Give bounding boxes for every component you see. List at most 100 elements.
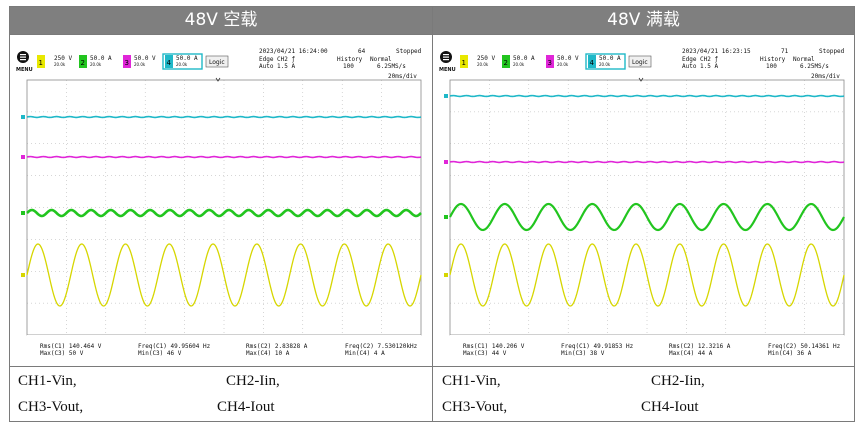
comparison-table: 48V 空载 48V 满载 MENU 1 250 V 20.0k 2 50.0 … xyxy=(9,6,855,422)
measurement-min-c3: Min(C3) 38 V xyxy=(561,350,605,357)
measurement-freq-c2: Freq(C2) 50.14361 Hz xyxy=(768,343,841,350)
measurement-bar xyxy=(27,335,421,365)
measurement-rms-c2: Rms(C2) 12.3216 A xyxy=(669,343,731,350)
measurement-rms-c2: Rms(C2) 2.83828 A xyxy=(246,343,308,350)
caption-ch3-right: CH3-Vout, xyxy=(442,399,508,415)
menu-button[interactable]: MENU xyxy=(439,51,456,73)
scope-datetime: 2023/04/21 16:24:00 xyxy=(259,48,328,55)
logic-button[interactable]: Logic xyxy=(628,55,652,68)
caption-divider xyxy=(10,366,854,367)
svg-text:1: 1 xyxy=(39,59,43,67)
svg-text:50.0 A: 50.0 A xyxy=(599,55,621,62)
timebase: 20ms/div xyxy=(388,73,417,80)
caption-ch1-left: CH1-Vin, xyxy=(18,373,77,389)
svg-text:2: 2 xyxy=(81,59,85,67)
svg-text:20.0k: 20.0k xyxy=(477,62,489,67)
caption-ch4-right: CH4-Iout xyxy=(641,399,699,415)
timebase: 20ms/div xyxy=(811,73,840,80)
measurement-freq-c1: Freq(C1) 49.91853 Hz xyxy=(561,343,634,350)
svg-text:20.0k: 20.0k xyxy=(557,62,569,67)
ch4-badge[interactable]: 4 50.0 A 20.0k xyxy=(585,53,626,70)
measurement-min-c4: Min(C4) 4 A xyxy=(345,350,385,357)
sample-rate: 6.25MS/s xyxy=(800,63,829,70)
acquire-mode: Normal xyxy=(370,56,392,63)
measurement-max-c4: Max(C4) 10 A xyxy=(246,350,290,357)
svg-text:4: 4 xyxy=(167,59,172,67)
svg-text:Logic: Logic xyxy=(209,59,225,66)
svg-text:250 V: 250 V xyxy=(54,55,72,62)
svg-text:50.0 A: 50.0 A xyxy=(513,55,535,62)
svg-text:2: 2 xyxy=(504,59,508,67)
ch3-badge[interactable]: 3 50.0 V 20.0k xyxy=(546,55,579,68)
ch2-level-marker xyxy=(444,215,448,219)
trigger-level: Auto 1.5 A xyxy=(259,63,296,70)
panel-title-no-load: 48V 空载 xyxy=(10,7,432,34)
history-label[interactable]: History xyxy=(337,56,363,63)
run-status: Stopped xyxy=(819,48,845,55)
measurement-min-c3: Min(C3) 46 V xyxy=(138,350,182,357)
trigger-marker-icon xyxy=(215,77,221,82)
svg-text:MENU: MENU xyxy=(439,67,456,73)
svg-text:50.0 A: 50.0 A xyxy=(176,55,198,62)
trigger-setting: Edge CH2 ƒ xyxy=(259,56,296,63)
waveforms xyxy=(21,115,422,307)
svg-text:3: 3 xyxy=(125,59,129,67)
acquisition-count: 71 xyxy=(781,48,789,55)
trigger-marker-icon xyxy=(638,77,644,82)
history-label[interactable]: History xyxy=(760,56,786,63)
ch3-badge[interactable]: 3 50.0 V 20.0k xyxy=(123,55,156,68)
ch2-level-marker xyxy=(21,211,25,215)
ch4-level-marker xyxy=(444,94,448,98)
oscilloscope-screen-no-load: MENU 1 250 V 20.0k 2 50.0 A 20.0k 3 50.0… xyxy=(16,48,422,365)
ch2-badge[interactable]: 2 50.0 A 20.0k xyxy=(79,55,112,68)
measurement-max-c4: Max(C4) 44 A xyxy=(669,350,713,357)
ch3-level-marker xyxy=(21,155,25,159)
history-value: 100 xyxy=(343,63,354,70)
menu-button[interactable]: MENU xyxy=(16,51,33,73)
measurement-max-c3: Max(C3) 50 V xyxy=(40,350,84,357)
panel-title-full-load: 48V 满载 xyxy=(433,7,854,34)
trigger-setting: Edge CH2 ƒ xyxy=(682,56,719,63)
measurement-min-c4: Min(C4) 36 A xyxy=(768,350,812,357)
svg-text:1: 1 xyxy=(462,59,466,67)
caption-ch2-right: CH2-Iin, xyxy=(651,373,705,389)
trigger-level: Auto 1.5 A xyxy=(682,63,719,70)
svg-text:4: 4 xyxy=(590,59,595,67)
acquire-mode: Normal xyxy=(793,56,815,63)
header-divider xyxy=(10,34,854,35)
svg-text:50.0 V: 50.0 V xyxy=(557,55,579,62)
scope-panel-full-load: MENU 1 250 V 20.0k 2 50.0 A 20.0k 3 50.0… xyxy=(433,35,854,366)
svg-text:20.0k: 20.0k xyxy=(176,62,188,67)
caption-ch1-right: CH1-Vin, xyxy=(442,373,501,389)
acquisition-count: 64 xyxy=(358,48,366,55)
ch4-badge[interactable]: 4 50.0 A 20.0k xyxy=(162,53,203,70)
ch1-level-marker xyxy=(21,273,25,277)
logic-button[interactable]: Logic xyxy=(205,55,229,68)
measurement-rms-c1: Rms(C1) 140.464 V xyxy=(40,343,102,350)
ch2-badge[interactable]: 2 50.0 A 20.0k xyxy=(502,55,535,68)
ch4-waveform xyxy=(449,94,845,98)
ch4-waveform xyxy=(26,115,422,119)
waveforms xyxy=(444,94,845,307)
svg-text:3: 3 xyxy=(548,59,552,67)
ch1-badge[interactable]: 1 250 V 20.0k xyxy=(460,55,495,68)
svg-text:20.0k: 20.0k xyxy=(134,62,146,67)
ch3-waveform xyxy=(26,155,422,159)
column-divider xyxy=(432,7,433,421)
svg-text:50.0 A: 50.0 A xyxy=(90,55,112,62)
ch3-level-marker xyxy=(444,160,448,164)
caption-ch4-left: CH4-Iout xyxy=(217,399,275,415)
measurement-max-c3: Max(C3) 44 V xyxy=(463,350,507,357)
ch1-waveform xyxy=(26,243,422,307)
sample-rate: 6.25MS/s xyxy=(377,63,406,70)
measurement-rms-c1: Rms(C1) 140.206 V xyxy=(463,343,525,350)
caption-ch3-left: CH3-Vout, xyxy=(18,399,84,415)
ch1-waveform xyxy=(449,243,845,307)
ch1-badge[interactable]: 1 250 V 20.0k xyxy=(37,55,72,68)
ch1-level-marker xyxy=(444,273,448,277)
svg-text:250 V: 250 V xyxy=(477,55,495,62)
run-status: Stopped xyxy=(396,48,422,55)
scope-panel-no-load: MENU 1 250 V 20.0k 2 50.0 A 20.0k 3 50.0… xyxy=(10,35,431,366)
svg-text:MENU: MENU xyxy=(16,67,33,73)
caption-ch2-left: CH2-Iin, xyxy=(226,373,280,389)
